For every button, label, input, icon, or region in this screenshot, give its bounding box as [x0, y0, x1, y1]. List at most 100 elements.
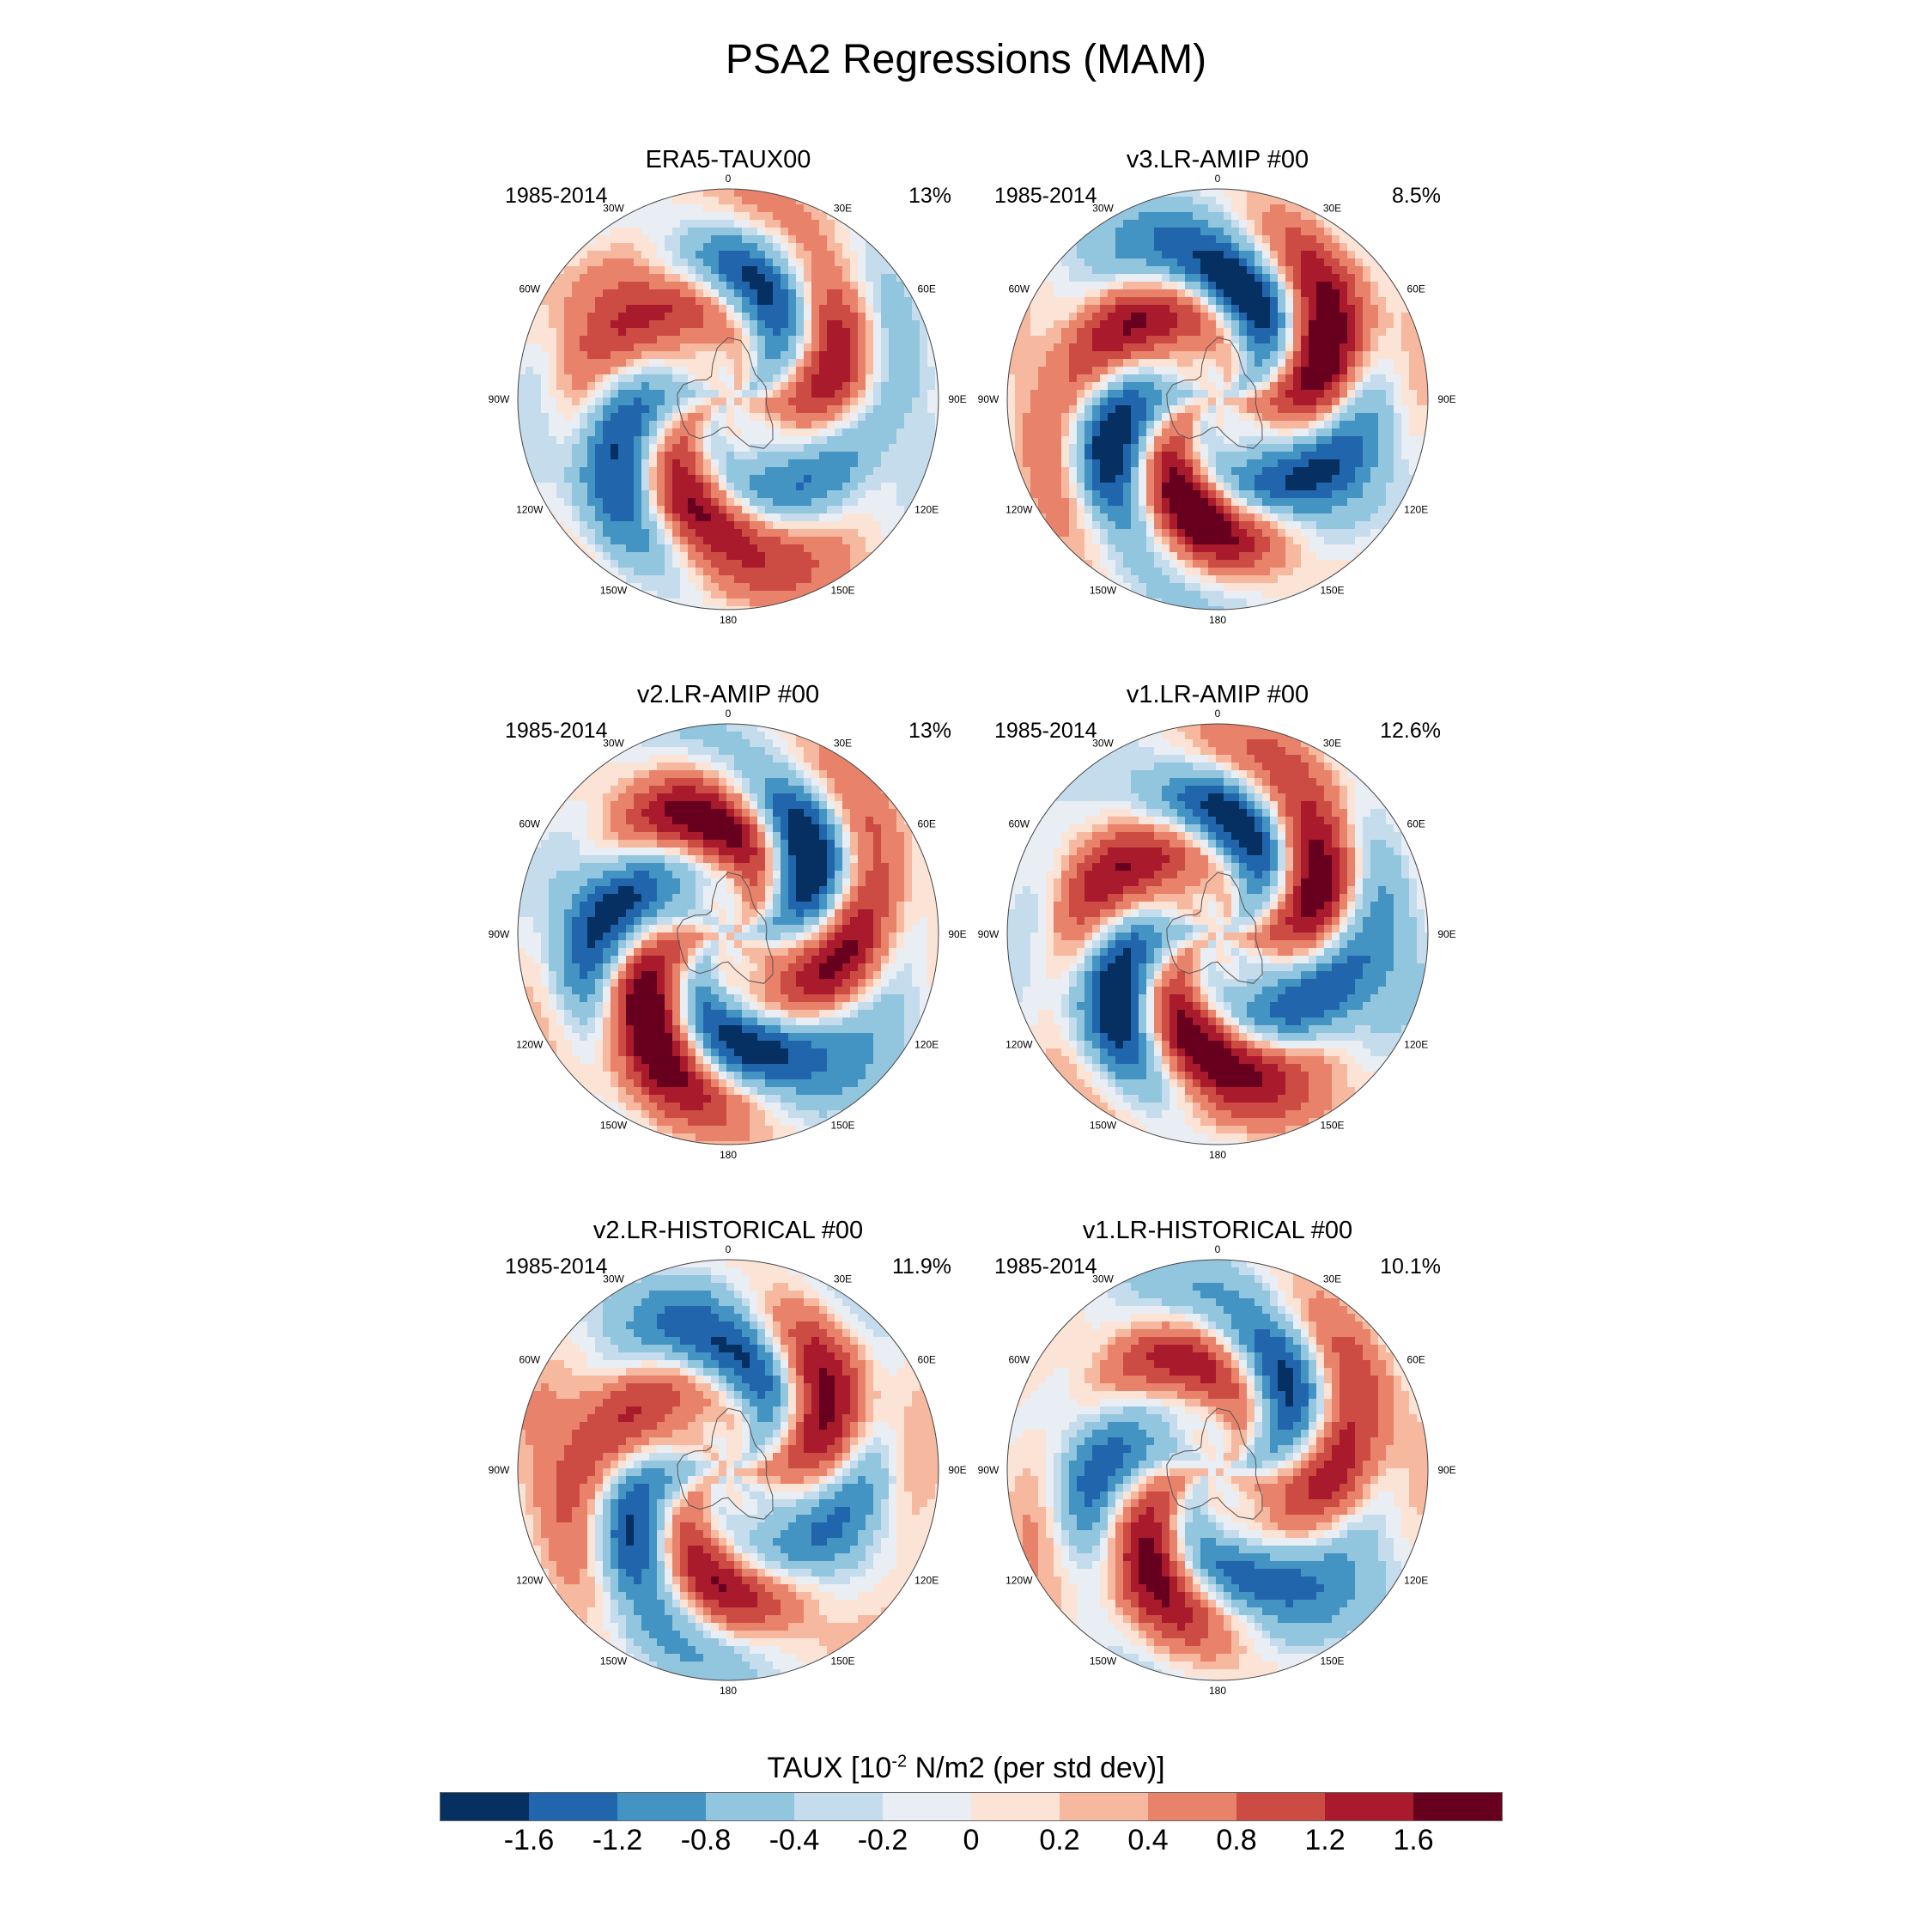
field-cell — [1278, 444, 1286, 453]
field-cell — [1255, 560, 1263, 568]
field-cell — [1231, 413, 1240, 422]
field-cell — [618, 305, 627, 313]
field-cell — [1115, 436, 1124, 445]
panel-title: ERA5-TAUX00 — [645, 146, 811, 173]
field-cell — [1108, 568, 1116, 576]
field-cell — [1170, 475, 1178, 483]
field-cell — [1309, 289, 1317, 298]
field-cell — [1007, 374, 1016, 383]
field-cell — [866, 513, 874, 522]
field-cell — [711, 606, 720, 610]
field-cell — [1092, 428, 1101, 437]
field-cell — [1170, 289, 1178, 298]
field-cell — [896, 436, 905, 445]
field-cell — [1061, 367, 1070, 375]
field-cell — [1061, 305, 1070, 313]
longitude-label: 150E — [830, 585, 854, 597]
field-cell — [688, 204, 696, 213]
field-cell — [1177, 220, 1186, 228]
field-cell — [1285, 313, 1294, 321]
field-cell — [680, 258, 689, 267]
field-cell — [580, 336, 588, 344]
field-cell — [1046, 297, 1054, 306]
field-cell — [819, 374, 828, 383]
longitude-label: 90W — [978, 393, 999, 405]
field-cell — [657, 320, 665, 329]
field-cell — [866, 552, 874, 561]
field-cell — [696, 724, 704, 732]
field-cell — [1170, 490, 1178, 499]
field-cell — [634, 739, 642, 748]
field-cell — [819, 552, 828, 561]
field-cell — [750, 359, 758, 368]
field-cell — [587, 320, 596, 329]
field-cell — [1363, 258, 1371, 267]
field-cell — [665, 189, 673, 197]
field-cell — [1200, 382, 1209, 391]
field-cell — [850, 444, 859, 453]
field-cell — [634, 583, 642, 592]
field-cell — [665, 732, 673, 740]
field-cell — [750, 251, 758, 259]
field-cell — [1131, 220, 1139, 228]
field-cell — [533, 374, 542, 383]
field-cell — [1324, 274, 1333, 283]
field-cell — [595, 490, 604, 499]
field-cell — [703, 490, 712, 499]
field-cell — [726, 724, 735, 732]
field-cell — [564, 336, 573, 344]
field-cell — [819, 475, 828, 483]
field-cell — [1301, 390, 1309, 398]
field-cell — [858, 398, 866, 406]
field-cell — [1394, 436, 1402, 445]
field-cell — [1270, 320, 1279, 329]
field-cell — [1278, 575, 1286, 584]
field-cell — [842, 405, 851, 414]
field-cell — [1301, 444, 1309, 453]
field-cell — [1154, 235, 1163, 244]
field-cell — [1146, 320, 1155, 329]
field-cell — [657, 537, 665, 545]
field-cell — [734, 483, 743, 491]
field-cell — [1378, 421, 1387, 429]
field-cell — [1061, 467, 1070, 476]
field-cell — [1193, 336, 1201, 344]
field-cell — [757, 560, 766, 568]
field-cell — [765, 359, 774, 368]
field-cell — [1100, 289, 1109, 298]
field-cell — [811, 297, 820, 306]
field-cell — [1100, 467, 1109, 476]
field-cell — [750, 436, 758, 445]
field-cell — [1401, 436, 1410, 445]
field-cell — [1293, 274, 1302, 283]
field-cell — [711, 591, 720, 599]
field-cell — [1038, 289, 1047, 298]
field-cell — [1247, 398, 1255, 406]
field-cell — [904, 374, 913, 383]
field-cell — [742, 390, 750, 398]
field-cell — [649, 328, 658, 337]
field-cell — [788, 204, 797, 213]
field-cell — [1255, 436, 1263, 445]
field-cell — [1123, 459, 1132, 468]
field-cell — [665, 343, 673, 352]
field-cell — [1285, 560, 1294, 568]
field-cell — [688, 428, 696, 437]
field-cell — [626, 506, 635, 514]
field-cell — [657, 243, 665, 252]
field-cell — [1046, 405, 1054, 414]
field-cell — [1208, 552, 1217, 561]
field-cell — [688, 228, 696, 236]
field-cell — [1347, 305, 1356, 313]
field-cell — [703, 343, 712, 352]
field-cell — [881, 544, 890, 553]
field-cell — [1355, 428, 1364, 437]
field-cell — [1247, 289, 1255, 298]
field-cell — [696, 398, 704, 406]
field-cell — [1054, 428, 1062, 437]
field-cell — [1370, 421, 1379, 429]
field-cell — [757, 598, 766, 607]
field-cell — [1185, 266, 1194, 275]
field-cell — [1324, 521, 1333, 530]
field-cell — [1278, 258, 1286, 267]
